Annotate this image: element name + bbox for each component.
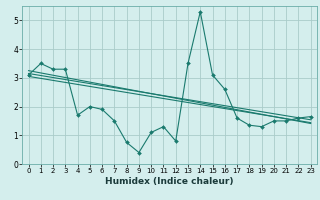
- X-axis label: Humidex (Indice chaleur): Humidex (Indice chaleur): [105, 177, 234, 186]
